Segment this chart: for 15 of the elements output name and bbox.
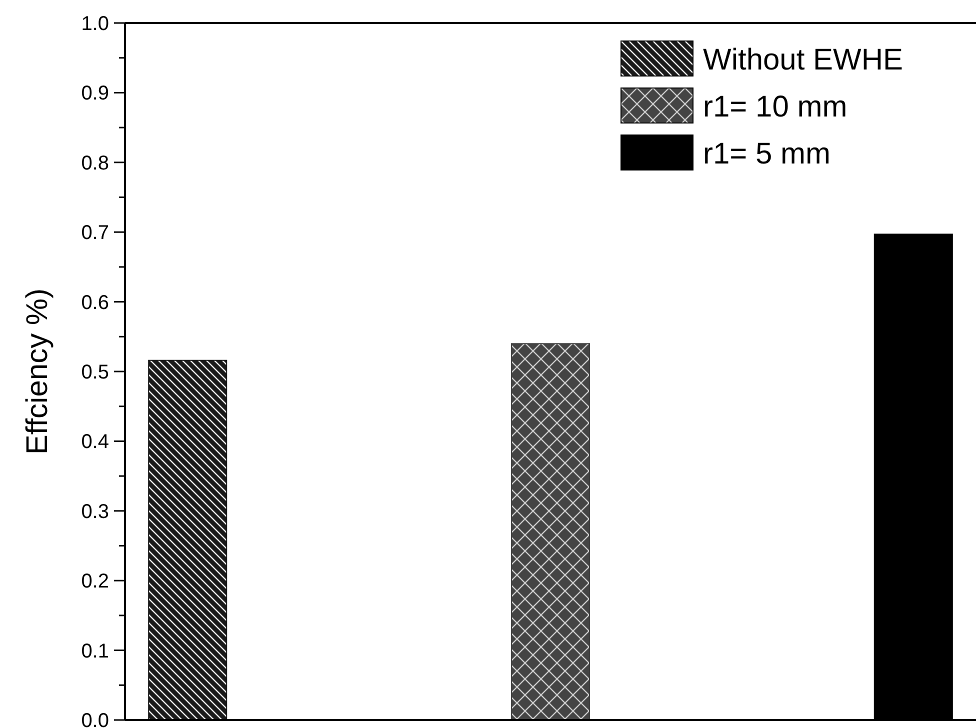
y-tick-label: 0.4 — [81, 431, 109, 454]
legend-label: Without EWHE — [703, 44, 904, 76]
y-tick-label: 0.1 — [81, 640, 109, 662]
legend-label: r1= 10 mm — [703, 90, 848, 124]
y-tick-label: 0.3 — [81, 500, 109, 523]
y-tick-label: 0.0 — [81, 710, 109, 728]
y-tick-label: 0.5 — [81, 362, 109, 384]
y-tick-label: 0.2 — [81, 570, 109, 593]
legend-label: r1= 5 mm — [703, 138, 831, 170]
y-tick-label: 1.0 — [81, 13, 109, 35]
y-tick-label: 0.9 — [81, 82, 109, 105]
y-tick-label: 0.8 — [81, 152, 109, 174]
y-tick-label: 0.7 — [81, 222, 109, 244]
y-axis-title: Effciency %) — [21, 288, 54, 455]
y-tick-label: 0.6 — [81, 292, 109, 314]
